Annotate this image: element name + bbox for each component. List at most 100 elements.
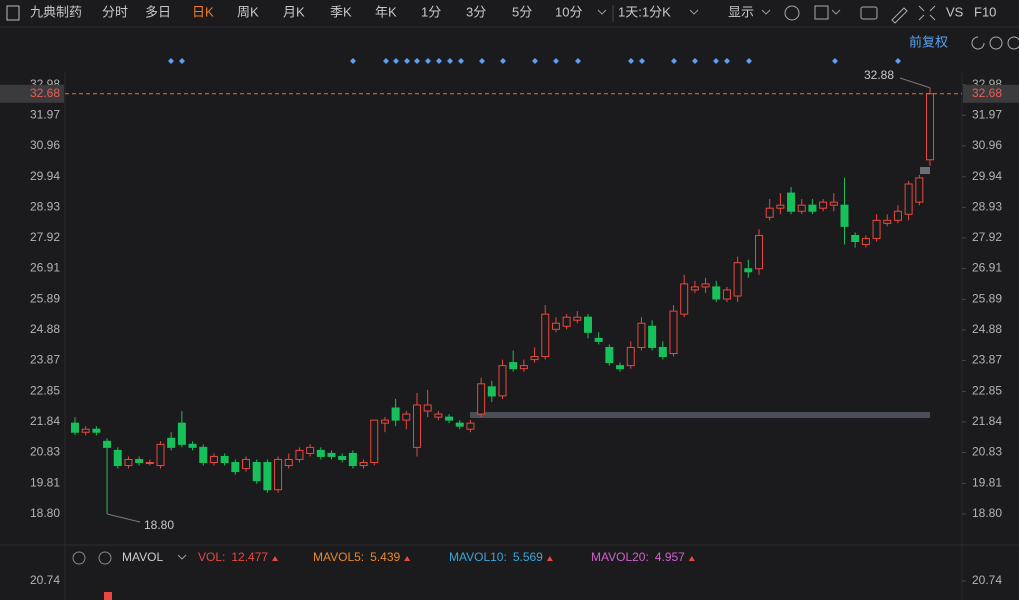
tab[interactable]: 季K: [330, 4, 352, 19]
candle-body: [744, 268, 753, 273]
vs-button[interactable]: VS: [946, 4, 964, 19]
candle-body: [915, 177, 924, 203]
event-marker[interactable]: [436, 58, 442, 64]
tab[interactable]: 10分: [555, 4, 582, 19]
tab[interactable]: 月K: [283, 4, 305, 19]
y-tick-label: 22.85: [972, 384, 1002, 398]
candle-body: [594, 337, 603, 342]
event-marker[interactable]: [458, 58, 464, 64]
trend-arrow: [546, 556, 553, 561]
tab[interactable]: 3分: [466, 4, 486, 19]
event-marker[interactable]: [671, 58, 677, 64]
event-marker[interactable]: [895, 58, 901, 64]
event-marker[interactable]: [350, 58, 356, 64]
y-tick-label: 18.80: [30, 506, 60, 520]
event-marker[interactable]: [692, 58, 698, 64]
event-marker[interactable]: [532, 58, 538, 64]
layout-icon[interactable]: [814, 5, 829, 20]
event-markers: [168, 58, 901, 64]
panel-settings-icon[interactable]: [72, 551, 86, 565]
event-marker[interactable]: [179, 58, 185, 64]
chevron[interactable]: [177, 554, 187, 560]
tab[interactable]: 年K: [375, 4, 397, 19]
candle-body: [530, 356, 539, 361]
panel-close-icon[interactable]: [98, 551, 112, 565]
stock-name[interactable]: 九典制药: [30, 4, 82, 19]
event-marker[interactable]: [575, 58, 581, 64]
indicator-name: MAVOL5:: [313, 550, 364, 564]
settings-icon[interactable]: [784, 5, 800, 21]
event-marker[interactable]: [393, 58, 399, 64]
candle-body: [616, 365, 625, 370]
chevron[interactable]: [689, 9, 699, 15]
candle-body: [327, 452, 336, 457]
volume-bar: [104, 592, 112, 600]
event-marker[interactable]: [479, 58, 485, 64]
event-marker[interactable]: [713, 58, 719, 64]
candle-body: [423, 404, 432, 412]
fullscreen-icon[interactable]: [918, 5, 936, 21]
event-marker[interactable]: [553, 58, 559, 64]
cost-band: [470, 412, 930, 418]
indicator-value: 4.957: [655, 550, 685, 564]
candle-body: [359, 462, 368, 467]
candle-body: [466, 422, 475, 430]
event-marker[interactable]: [746, 58, 752, 64]
candle-body: [926, 93, 934, 161]
tab[interactable]: 1分: [421, 4, 441, 19]
f10-button[interactable]: F10: [974, 4, 996, 19]
chevron[interactable]: [831, 9, 841, 15]
event-marker[interactable]: [500, 58, 506, 64]
tab[interactable]: 分时: [102, 4, 128, 19]
candle-body: [284, 458, 293, 467]
last-price-label: 32.68: [30, 86, 60, 100]
y-tick-label: 18.80: [972, 506, 1002, 520]
candle-body: [103, 440, 112, 448]
y-tick-label: 20.74: [30, 573, 60, 587]
y-tick-label: 30.96: [972, 138, 1002, 152]
tab[interactable]: 5分: [512, 4, 532, 19]
adjust-button[interactable]: 前复权: [909, 34, 948, 49]
indicator-name[interactable]: MAVOL: [122, 550, 163, 564]
event-marker[interactable]: [168, 58, 174, 64]
event-marker[interactable]: [383, 58, 389, 64]
candle-body: [648, 325, 657, 348]
zoom-out-icon[interactable]: [989, 36, 1003, 50]
y-tick-label: 24.88: [30, 322, 60, 336]
chevron[interactable]: [761, 9, 771, 15]
display-menu[interactable]: 显示: [728, 4, 754, 19]
last-price-box: [963, 84, 1019, 103]
candle-body: [199, 446, 208, 463]
candle-body: [861, 237, 870, 246]
sidebar-icon[interactable]: [6, 5, 20, 21]
candle-body: [669, 310, 678, 355]
event-marker[interactable]: [404, 58, 410, 64]
chevron[interactable]: [597, 9, 607, 15]
event-marker[interactable]: [628, 58, 634, 64]
tab[interactable]: 多日: [145, 4, 171, 19]
event-marker[interactable]: [414, 58, 420, 64]
y-tick-label: 26.91: [972, 261, 1002, 275]
event-marker[interactable]: [832, 58, 838, 64]
tab[interactable]: 周K: [237, 4, 259, 19]
candle-body: [829, 201, 838, 206]
candle-body: [584, 316, 592, 333]
y-tick-label: 25.89: [972, 291, 1002, 305]
period-select[interactable]: 1天:1分K: [618, 4, 671, 19]
candle-body: [797, 204, 806, 212]
candle-body: [316, 449, 325, 457]
zoom-in-icon[interactable]: [1007, 36, 1019, 50]
y-tick-label: 31.97: [30, 107, 60, 121]
event-marker[interactable]: [447, 58, 453, 64]
candle-body: [851, 234, 860, 243]
candle-body: [680, 283, 689, 315]
reset-icon[interactable]: [971, 36, 985, 50]
event-marker[interactable]: [425, 58, 431, 64]
event-marker[interactable]: [724, 58, 730, 64]
draw-icon[interactable]: [891, 7, 908, 24]
camera-icon[interactable]: [860, 6, 878, 20]
event-marker[interactable]: [639, 58, 645, 64]
candle-body: [509, 362, 518, 370]
tab[interactable]: 日K: [192, 4, 214, 19]
y-tick-label: 29.94: [972, 169, 1002, 183]
